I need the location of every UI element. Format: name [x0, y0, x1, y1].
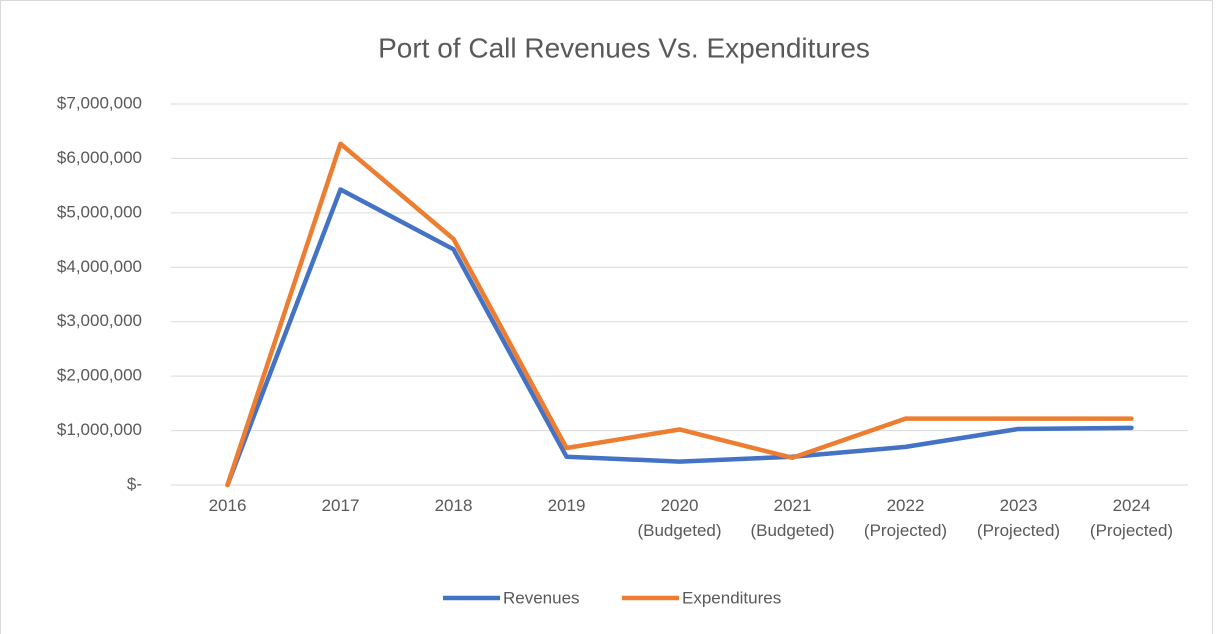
chart-title: Port of Call Revenues Vs. Expenditures — [378, 32, 870, 63]
x-tick-label: 2022 (Projected) — [864, 496, 947, 540]
x-tick-label: 2021 (Budgeted) — [750, 496, 834, 540]
x-tick-label: 2024 (Projected) — [1090, 496, 1173, 540]
x-tick-label: 2017 — [322, 496, 360, 515]
y-tick-label: $3,000,000 — [57, 311, 142, 330]
legend-label: Expenditures — [682, 588, 781, 607]
y-tick-label: $5,000,000 — [57, 202, 142, 221]
x-tick-label: 2023 (Projected) — [977, 496, 1060, 540]
legend-label: Revenues — [503, 588, 580, 607]
y-tick-label: $4,000,000 — [57, 257, 142, 276]
y-tick-label: $2,000,000 — [57, 366, 142, 385]
y-tick-label: $7,000,000 — [57, 93, 142, 112]
series-line — [225, 141, 1134, 488]
x-tick-label: 2020 (Budgeted) — [637, 496, 721, 540]
y-tick-label: $6,000,000 — [57, 148, 142, 167]
x-tick-label: 2019 — [548, 496, 586, 515]
series-line — [225, 187, 1134, 488]
y-tick-label: $- — [127, 474, 142, 493]
y-tick-label: $1,000,000 — [57, 420, 142, 439]
x-tick-label: 2016 — [209, 496, 247, 515]
x-tick-label: 2018 — [435, 496, 473, 515]
